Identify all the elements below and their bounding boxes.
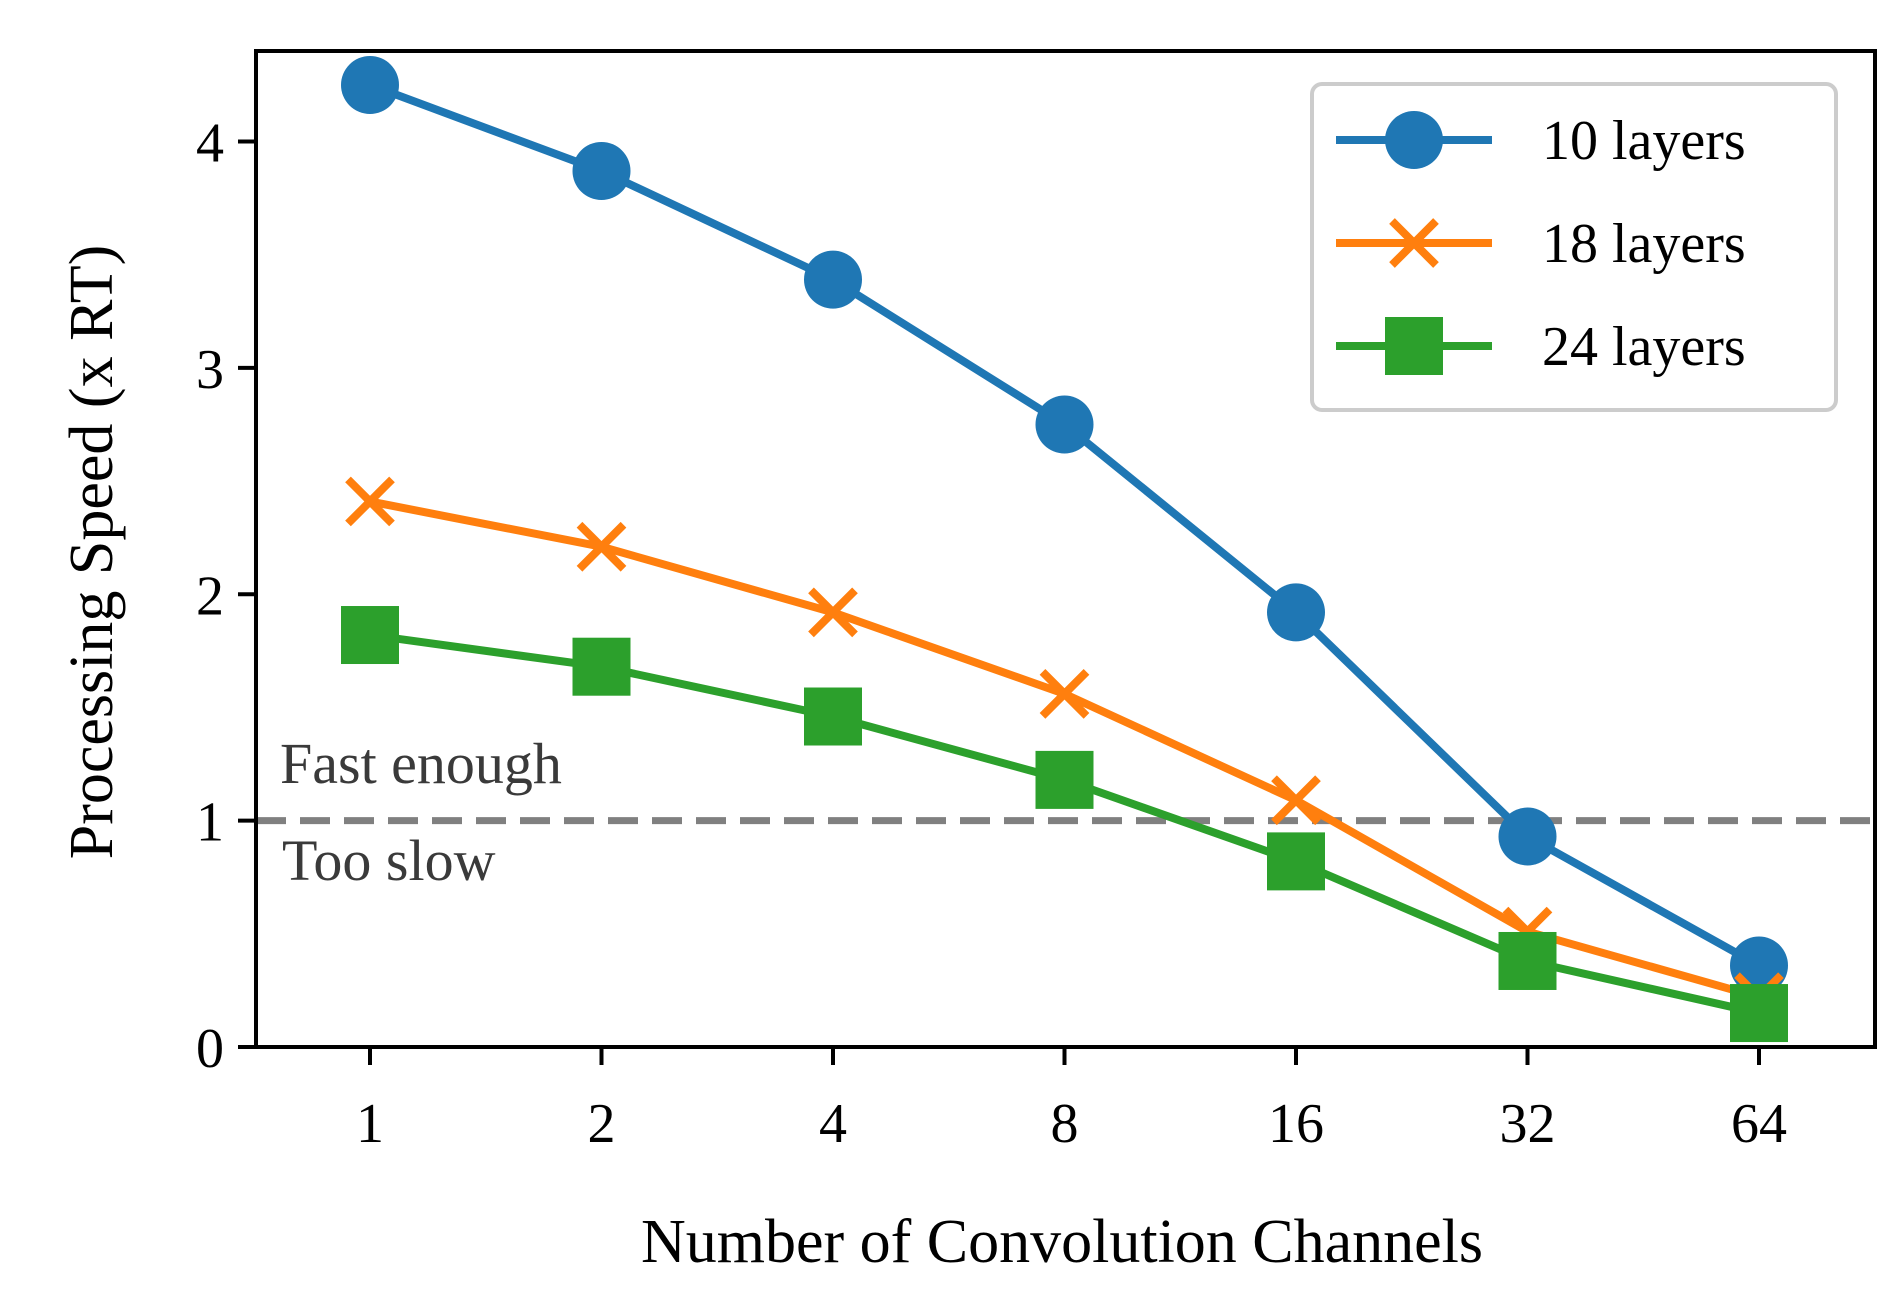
data-point-24-layers (1730, 984, 1788, 1043)
annotations: Fast enough Too slow (256, 731, 1875, 893)
legend-label: 24 layers (1542, 316, 1746, 378)
data-point-18-layers (345, 476, 395, 527)
y-tick-label: 3 (196, 339, 224, 401)
data-point-10-layers (1035, 395, 1094, 454)
legend-marker-18-layers (1389, 218, 1439, 268)
annotation-too-slow: Too slow (282, 828, 496, 893)
y-axis-label: Processing Speed (x RT) (58, 245, 126, 859)
y-tick-label: 1 (196, 792, 224, 854)
data-point-18-layers (808, 587, 858, 638)
legend-item-18-layers: 18 layers (1336, 213, 1746, 275)
x-tick-label: 1 (356, 1093, 384, 1155)
series-10-layers (341, 55, 1788, 995)
data-point-24-layers (1035, 750, 1094, 809)
legend: 10 layers 18 layers 24 layers (1310, 82, 1838, 412)
y-tick-label: 2 (196, 565, 224, 627)
legend-item-24-layers: 24 layers (1336, 316, 1746, 378)
data-point-10-layers (1267, 583, 1325, 642)
legend-label: 10 layers (1542, 110, 1746, 172)
series-18-layers (345, 476, 1784, 1023)
legend-item-10-layers: 10 layers (1336, 110, 1746, 172)
x-axis-label: Number of Convolution Channels (641, 1208, 1483, 1276)
y-tick-label: 4 (196, 113, 224, 175)
data-point-18-layers (1039, 669, 1090, 719)
x-tick-label: 4 (819, 1093, 847, 1155)
annotation-fast-enough: Fast enough (280, 731, 562, 796)
x-tick-label: 8 (1051, 1093, 1079, 1155)
data-point-24-layers (341, 606, 399, 665)
legend-marker-10-layers (1385, 111, 1443, 169)
data-point-10-layers (341, 55, 399, 114)
y-tick-label: 0 (196, 1018, 224, 1080)
series-24-layers (341, 606, 1788, 1043)
data-point-24-layers (572, 637, 631, 696)
legend-label: 18 layers (1542, 213, 1746, 275)
y-axis: 0 1 2 3 4 (196, 113, 256, 1080)
x-axis: 1 2 4 8 16 32 64 (356, 1047, 1787, 1155)
data-point-24-layers (1267, 832, 1325, 891)
x-tick-label: 2 (588, 1093, 616, 1155)
data-point-10-layers (804, 250, 862, 309)
legend-marker-24-layers (1385, 317, 1443, 375)
x-tick-label: 64 (1731, 1093, 1787, 1155)
x-tick-label: 16 (1268, 1093, 1324, 1155)
data-point-10-layers (572, 141, 631, 200)
data-point-24-layers (1498, 931, 1557, 990)
x-tick-label: 32 (1500, 1093, 1556, 1155)
data-point-18-layers (1271, 775, 1321, 826)
data-point-10-layers (1498, 807, 1557, 866)
data-point-24-layers (804, 687, 862, 746)
data-point-18-layers (576, 521, 627, 572)
series-lines (341, 55, 1788, 1043)
